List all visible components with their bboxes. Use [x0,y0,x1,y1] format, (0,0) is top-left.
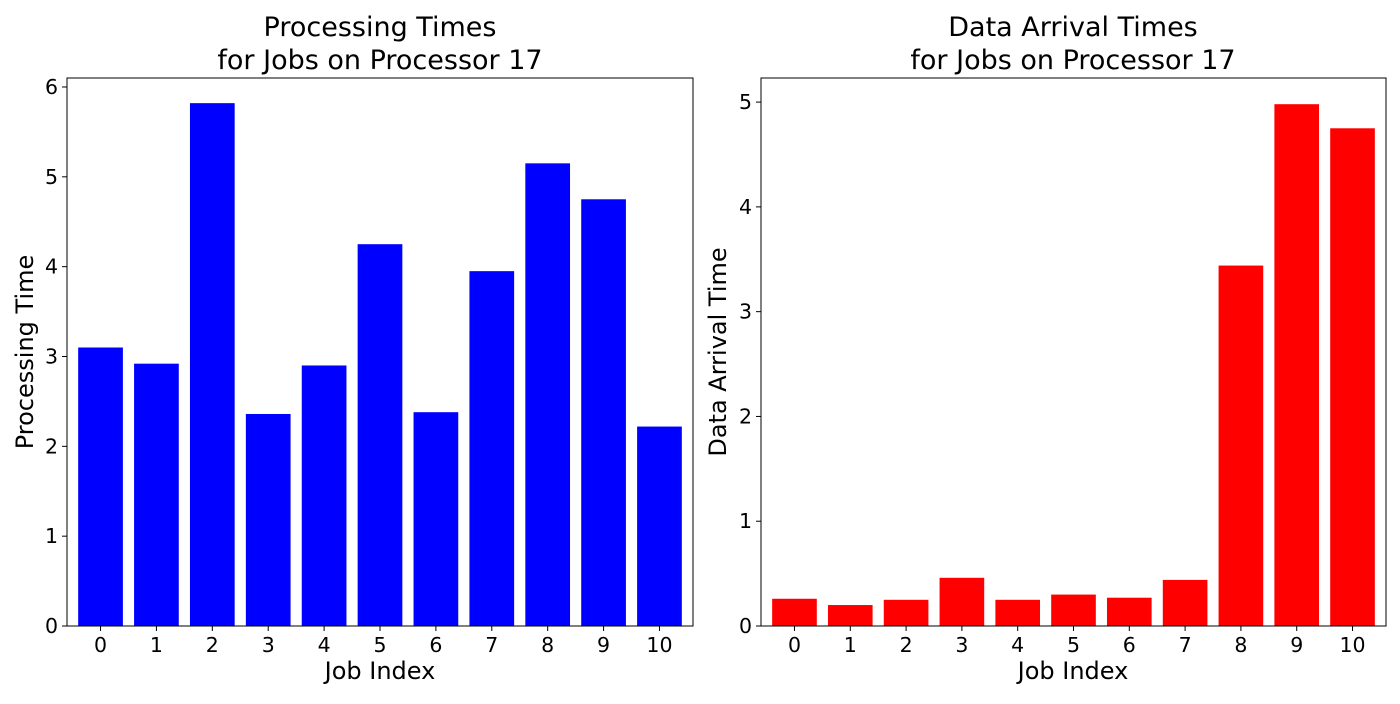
y-tick-label: 1 [45,524,58,548]
y-tick-label: 6 [45,75,58,99]
x-tick-label: 8 [541,633,554,657]
bar-job-8 [1218,265,1264,626]
y-tick-label: 5 [45,165,58,189]
x-tick-label: 7 [485,633,498,657]
bar-job-4 [301,365,347,626]
bar-job-3 [939,577,985,626]
x-tick-label: 5 [373,633,386,657]
plot-area: 0 1 2 3 4 5 6 7 8 9 10 0 1 2 3 4 5 [739,90,1375,657]
bar-job-0 [78,347,123,626]
bar-job-0 [772,598,817,626]
bar-job-9 [581,199,626,626]
chart-title-line-2: for Jobs on Processor 17 [217,45,542,76]
y-tick-label: 3 [45,344,58,368]
x-tick-label: 7 [1179,633,1192,657]
bar-job-2 [883,599,929,626]
y-tick-label: 0 [45,614,58,638]
x-tick-label: 6 [1123,633,1136,657]
bar-job-7 [469,271,515,626]
plot-area: 0 1 2 3 4 5 6 7 8 9 10 0 1 2 3 4 5 6 [45,75,682,657]
bar-job-8 [525,163,571,626]
x-tick-label: 0 [94,633,107,657]
y-axis-label: Processing Time [11,255,39,450]
bar-job-6 [413,412,459,626]
x-tick-label: 2 [206,633,219,657]
bar-job-9 [1274,104,1320,626]
x-axis-label: Job Index [323,657,436,685]
y-tick-label: 3 [739,300,752,324]
bar-job-7 [1162,579,1208,626]
x-tick-label: 4 [318,633,331,657]
x-tick-label: 4 [1011,633,1024,657]
x-tick-label: 10 [646,633,672,657]
x-tick-label: 5 [1067,633,1080,657]
bar-job-2 [189,103,235,626]
bar-job-6 [1106,597,1152,626]
x-tick-label: 2 [900,633,913,657]
axes-frame [760,77,1387,627]
chart-title-line-2: for Jobs on Processor 17 [910,45,1235,76]
y-tick-label: 2 [45,434,58,458]
x-tick-label: 9 [597,633,610,657]
x-tick-label: 8 [1234,633,1247,657]
y-tick-label: 4 [739,195,752,219]
bar-job-10 [1330,128,1375,627]
y-tick-label: 0 [739,614,752,638]
x-tick-label: 9 [1290,633,1303,657]
chart-title-line-1: Data Arrival Times [948,12,1198,43]
chart-title-line-1: Processing Times [264,12,497,43]
y-tick-label: 1 [739,509,752,533]
x-tick-label: 1 [844,633,857,657]
y-axis-label: Data Arrival Time [704,247,732,456]
bar-job-1 [827,605,873,626]
processing-times-chart: Processing Times for Jobs on Processor 1… [11,12,694,685]
y-tick-label: 4 [45,255,58,279]
x-tick-label: 1 [150,633,163,657]
data-arrival-times-chart: Data Arrival Times for Jobs on Processor… [704,12,1387,685]
axes-frame [66,77,694,627]
y-tick-label: 5 [739,90,752,114]
x-tick-label: 10 [1339,633,1365,657]
bar-job-5 [357,244,403,626]
x-tick-label: 0 [788,633,801,657]
x-tick-label: 3 [955,633,968,657]
bar-job-10 [637,426,682,626]
x-tick-label: 6 [429,633,442,657]
bar-job-4 [995,599,1041,626]
x-tick-label: 3 [262,633,275,657]
x-axis-label: Job Index [1016,657,1129,685]
bar-job-1 [134,363,179,626]
y-tick-label: 2 [739,404,752,428]
bar-job-5 [1051,594,1096,626]
bar-job-3 [245,413,291,626]
